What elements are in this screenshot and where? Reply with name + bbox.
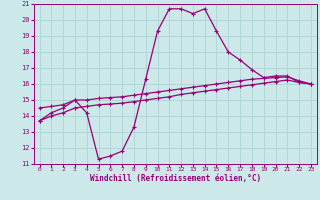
- X-axis label: Windchill (Refroidissement éolien,°C): Windchill (Refroidissement éolien,°C): [90, 174, 261, 183]
